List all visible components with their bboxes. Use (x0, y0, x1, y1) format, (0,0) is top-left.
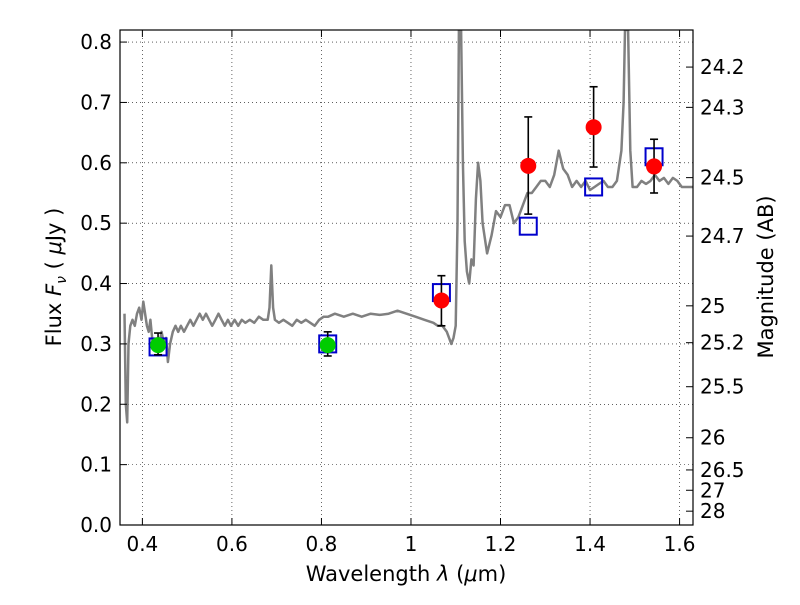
x-label-paren: ( (449, 562, 464, 586)
y2-tick-label: 24.7 (700, 224, 745, 248)
y-tick-label: 0.4 (80, 272, 112, 296)
model-band-square (518, 216, 538, 236)
photometry-point (150, 337, 167, 354)
markers (148, 85, 664, 357)
plot-area (123, 30, 693, 424)
y-label-open: ( (42, 255, 66, 277)
y-label-unit: Jy ) (42, 208, 66, 244)
photometry-point (433, 292, 450, 309)
photometry-point (319, 337, 336, 354)
y-axis-ticks: 0.0 0.1 0.2 0.3 0.4 0.5 0.6 0.7 0.8 (80, 30, 127, 537)
y-tick-label: 0.0 (80, 513, 112, 537)
y2-tick-label: 28 (700, 499, 725, 523)
plot-frame (119, 29, 694, 526)
y-label-prefix: Flux (42, 296, 66, 346)
y-tick-label: 0.6 (80, 151, 112, 175)
y-tick-label: 0.1 (80, 453, 112, 477)
model-band-square (584, 177, 604, 197)
y-tick-label: 0.8 (80, 30, 112, 54)
x-label-lambda: λ (436, 562, 449, 586)
grid (120, 30, 693, 526)
y2-tick-label: 25 (700, 294, 725, 318)
x-tick-label: 1.2 (485, 532, 517, 556)
y-label-mu: μ (42, 241, 66, 255)
x-label-mu: μ (463, 562, 477, 586)
y-tick-label: 0.2 (80, 392, 112, 416)
y2-tick-label: 25.5 (700, 375, 745, 399)
y2-tick-label: 24.5 (700, 166, 745, 190)
y2-tick-label: 26.5 (700, 458, 745, 482)
x-tick-label: 1.4 (574, 532, 606, 556)
y2-tick-label: 26 (700, 426, 725, 450)
y-tick-label: 0.5 (80, 211, 112, 235)
x-axis-ticks: 0.4 0.6 0.8 1 1.2 1.4 1.6 (126, 30, 695, 556)
x-label-prefix: Wavelength (306, 562, 437, 586)
spectrum-line (123, 30, 693, 424)
y2-tick-label: 24.3 (700, 95, 745, 119)
y-label-f: F (42, 283, 66, 296)
photometry-point (585, 119, 602, 136)
y2-tick-label: 24.2 (700, 55, 745, 79)
x-label-unit: m) (478, 562, 507, 586)
y2-tick-label: 27 (700, 478, 725, 502)
y-axis-label: Flux Fν ( μJy ) (42, 208, 70, 347)
photometry-point (646, 158, 663, 175)
x-tick-label: 0.4 (126, 532, 158, 556)
y-tick-label: 0.7 (80, 90, 112, 114)
x-tick-label: 1.6 (664, 532, 696, 556)
x-tick-label: 1 (405, 532, 418, 556)
y2-axis-label: Magnitude (AB) (754, 195, 778, 358)
x-tick-label: 0.8 (306, 532, 338, 556)
y2-tick-label: 25.2 (700, 331, 745, 355)
photometry-point (520, 157, 537, 174)
x-axis-label: Wavelength λ (μm) (306, 562, 507, 586)
y-tick-label: 0.3 (80, 332, 112, 356)
x-tick-label: 0.6 (216, 532, 248, 556)
y-label-nu: ν (54, 276, 70, 284)
